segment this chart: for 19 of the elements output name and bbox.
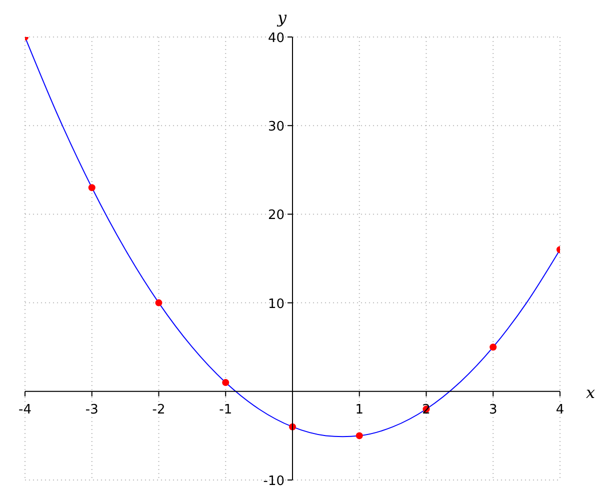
point — [222, 379, 230, 386]
x-tick-label: -4 — [18, 402, 32, 418]
y-tick-label: 10 — [268, 296, 284, 312]
x-axis-title: x — [586, 383, 596, 402]
y-tick-label: 30 — [268, 120, 284, 135]
x-tick-label: -1 — [219, 402, 232, 418]
point — [155, 299, 162, 306]
x-tick-label: 1 — [355, 402, 364, 418]
y-tick-label: 40 — [268, 31, 284, 46]
x-tick-label: -2 — [152, 402, 166, 418]
x-tick-label: 4 — [556, 402, 564, 418]
point — [490, 344, 497, 351]
x-tick-label: -3 — [85, 402, 98, 418]
y-tick-label: 20 — [268, 208, 284, 224]
point — [88, 184, 96, 192]
x-tick-label: 3 — [488, 402, 498, 418]
y-axis-title: y — [277, 8, 286, 27]
y-tick-label: -10 — [263, 474, 284, 489]
point — [356, 432, 363, 440]
